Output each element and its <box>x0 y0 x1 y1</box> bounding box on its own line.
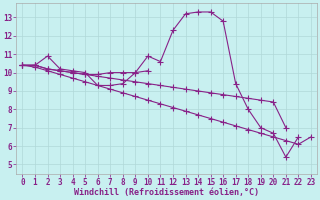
X-axis label: Windchill (Refroidissement éolien,°C): Windchill (Refroidissement éolien,°C) <box>74 188 259 197</box>
